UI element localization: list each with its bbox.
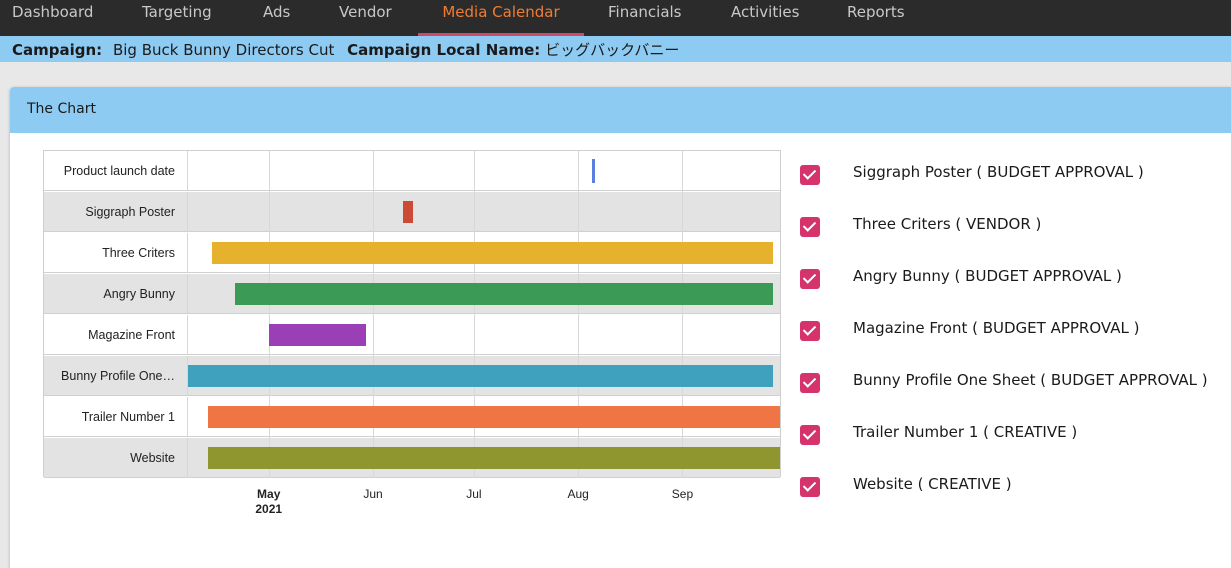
nav-tab-vendor[interactable]: Vendor	[339, 3, 392, 21]
timeline-bar[interactable]	[208, 447, 780, 469]
legend-checkbox[interactable]	[800, 477, 820, 497]
timeline-bar[interactable]	[208, 406, 780, 428]
timeline-bar[interactable]	[268, 324, 367, 346]
legend-item-label: Trailer Number 1 ( CREATIVE )	[853, 423, 1078, 441]
campaign-local-name: ビッグバックバニー	[545, 41, 680, 59]
legend-item-label: Angry Bunny ( BUDGET APPROVAL )	[853, 267, 1122, 285]
nav-tab-ads[interactable]: Ads	[263, 3, 291, 21]
chart-card: The Chart Product launch date Siggraph Po…	[10, 87, 1231, 568]
nav-tab-activities[interactable]: Activities	[731, 3, 800, 21]
timeline-gridline	[268, 151, 270, 478]
nav-tab-media-calendar[interactable]: Media Calendar	[418, 0, 584, 36]
campaign-local-name-label: Campaign Local Name:	[347, 41, 541, 59]
legend-checkbox[interactable]	[800, 269, 820, 289]
timeline-bar[interactable]	[188, 365, 774, 387]
nav-tab-targeting[interactable]: Targeting	[142, 3, 212, 21]
nav-tab-reports[interactable]: Reports	[847, 3, 905, 21]
timeline-row-label: Siggraph Poster	[44, 192, 188, 232]
timeline-row-label: Product launch date	[44, 151, 188, 191]
timeline-row: Product launch date	[44, 151, 780, 191]
nav-tab-media-calendar-label: Media Calendar	[442, 3, 560, 21]
nav-tab-dashboard[interactable]: Dashboard	[12, 3, 94, 21]
timeline-axis-tick-label: Jun	[363, 487, 383, 501]
timeline-axis-tick-label: Jul	[466, 487, 482, 501]
timeline-row: Magazine Front	[44, 315, 780, 355]
timeline-gridline	[373, 151, 374, 478]
timeline-row-label: Magazine Front	[44, 315, 188, 355]
timeline-row-label: Website	[44, 438, 188, 478]
legend-checkbox[interactable]	[800, 373, 820, 393]
timeline-axis-tick-label: Sep	[671, 487, 694, 501]
legend-item-label: Three Criters ( VENDOR )	[853, 215, 1042, 233]
timeline-row-label: Bunny Profile One…	[44, 356, 188, 396]
legend-item-label: Website ( CREATIVE )	[853, 475, 1012, 493]
legend-item-label: Bunny Profile One Sheet ( BUDGET APPROVA…	[853, 371, 1208, 389]
timeline-row-label: Three Criters	[44, 233, 188, 273]
timeline-row-label: Trailer Number 1	[44, 397, 188, 437]
timeline-gridline	[682, 151, 684, 478]
timeline-gridline	[473, 151, 475, 478]
campaign-name: Big Buck Bunny Directors Cut	[112, 41, 335, 59]
timeline-axis-tick-label: Aug	[567, 487, 589, 501]
nav-tab-financials[interactable]: Financials	[608, 3, 682, 21]
chart-card-title: The Chart	[27, 101, 96, 117]
top-navigation: Dashboard Targeting Ads Vendor Media Cal…	[0, 0, 1231, 36]
timeline-milestone-marker[interactable]	[591, 159, 595, 183]
timeline-row-label: Angry Bunny	[44, 274, 188, 314]
timeline-bar[interactable]	[403, 201, 414, 223]
timeline-bar[interactable]	[211, 242, 774, 264]
legend-checkbox[interactable]	[800, 217, 820, 237]
timeline-bar[interactable]	[235, 283, 774, 305]
legend-item-label: Magazine Front ( BUDGET APPROVAL )	[853, 319, 1140, 337]
legend-checkbox[interactable]	[800, 321, 820, 341]
legend-checkbox[interactable]	[800, 425, 820, 445]
timeline-chart: Product launch date Siggraph Poster Three …	[43, 150, 781, 478]
legend-item-label: Siggraph Poster ( BUDGET APPROVAL )	[853, 163, 1144, 181]
timeline-gridline	[578, 151, 580, 478]
chart-card-header: The Chart	[10, 87, 1231, 133]
timeline-axis-tick-label: May 2021	[255, 487, 283, 516]
campaign-label: Campaign:	[12, 41, 103, 59]
legend-checkbox[interactable]	[800, 165, 820, 185]
campaign-info-bar: Campaign: Big Buck Bunny Directors Cut C…	[0, 36, 1231, 62]
